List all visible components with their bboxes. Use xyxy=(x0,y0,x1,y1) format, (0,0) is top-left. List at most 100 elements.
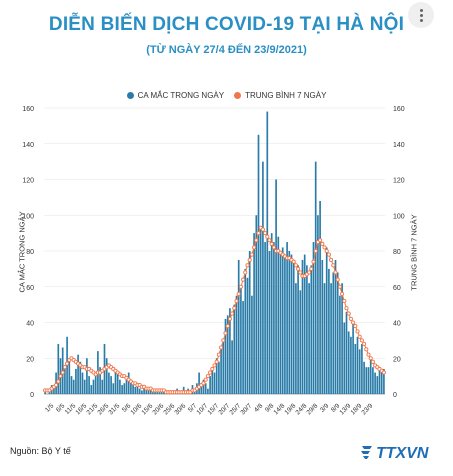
bar xyxy=(356,336,359,394)
average-point xyxy=(342,298,347,304)
bar xyxy=(372,367,374,394)
bar xyxy=(242,301,244,394)
average-point xyxy=(370,359,375,364)
bar xyxy=(145,388,148,394)
bar xyxy=(354,343,357,394)
bar xyxy=(361,343,363,394)
average-point xyxy=(219,345,224,350)
covid-chart: 0 0 20 20 40 40 60 60 80 80 100 100 120 120 140 140 160 1… xyxy=(22,106,405,416)
average-point xyxy=(58,374,63,379)
bar xyxy=(235,295,238,394)
bar xyxy=(229,308,231,394)
average-point xyxy=(230,311,235,316)
average-point xyxy=(227,316,232,321)
bar xyxy=(204,383,207,394)
bar xyxy=(266,111,269,394)
average-point xyxy=(324,248,329,254)
bar xyxy=(220,349,222,394)
bar xyxy=(77,354,79,394)
average-point xyxy=(260,227,265,232)
average-point xyxy=(351,320,356,325)
bar xyxy=(244,268,247,394)
average-point xyxy=(65,361,70,366)
y-tick-label-right: 160 xyxy=(393,106,405,113)
bar xyxy=(105,358,108,394)
bar xyxy=(147,390,150,394)
bar xyxy=(132,383,134,394)
average-point xyxy=(331,263,336,268)
bar xyxy=(163,392,165,394)
bar xyxy=(374,372,376,394)
average-point xyxy=(326,252,331,257)
bar xyxy=(292,259,295,394)
average-point xyxy=(247,257,252,262)
y-tick-label-left: 120 xyxy=(22,178,34,185)
bar xyxy=(79,361,82,394)
bar xyxy=(90,385,93,394)
bar xyxy=(279,251,282,394)
average-point xyxy=(368,356,373,361)
average-point xyxy=(252,245,257,250)
bar xyxy=(231,340,233,394)
y-tick-label-left: 100 xyxy=(22,213,34,220)
bar xyxy=(317,215,319,394)
average-point xyxy=(307,270,312,275)
average-point xyxy=(62,365,67,370)
bar xyxy=(253,233,255,394)
bar xyxy=(141,390,143,394)
average-point xyxy=(234,298,239,304)
bar xyxy=(99,367,101,394)
average-point xyxy=(56,379,61,384)
bar xyxy=(130,379,132,394)
bar xyxy=(352,322,354,394)
x-tick-label: 29/8 xyxy=(305,402,319,416)
more-vertical-icon[interactable] xyxy=(408,2,434,28)
bar xyxy=(314,161,317,394)
bar xyxy=(68,361,71,394)
bar xyxy=(306,265,308,394)
bar xyxy=(297,265,299,394)
bar xyxy=(224,318,227,394)
average-point xyxy=(320,241,325,246)
x-tick-label: 30/6 xyxy=(173,402,187,416)
ttxvn-logo: TTXVN xyxy=(361,445,429,462)
average-point xyxy=(346,311,351,316)
bar xyxy=(215,358,218,394)
average-point xyxy=(271,245,276,250)
average-point xyxy=(269,241,274,246)
bar xyxy=(325,247,328,394)
bar xyxy=(121,385,123,394)
average-point xyxy=(256,231,261,236)
bar xyxy=(284,258,286,394)
bar xyxy=(345,311,348,394)
bar xyxy=(101,379,104,394)
bar xyxy=(303,254,306,394)
bar xyxy=(347,331,350,394)
bar xyxy=(264,242,266,394)
average-point xyxy=(340,291,345,296)
bar xyxy=(114,368,117,394)
average-point xyxy=(381,370,386,375)
average-point xyxy=(296,266,301,271)
average-point xyxy=(298,270,303,275)
average-point xyxy=(232,306,237,311)
legend-swatch-line xyxy=(234,92,242,99)
bar xyxy=(281,247,284,394)
x-tick-label: 5/7 xyxy=(187,402,199,414)
bar xyxy=(218,361,220,394)
average-point xyxy=(333,270,338,275)
bar xyxy=(136,383,139,394)
y-tick-label-left: 140 xyxy=(22,142,34,149)
average-point xyxy=(221,338,226,343)
bar xyxy=(275,179,277,394)
average-point xyxy=(54,383,59,388)
bar xyxy=(108,372,110,394)
legend-item-bars: CA MẮC TRONG NGÀY xyxy=(126,91,224,100)
bar xyxy=(81,372,84,394)
y-tick-label-left: 20 xyxy=(26,356,34,363)
bar xyxy=(198,372,200,394)
y-tick-label-right: 0 xyxy=(393,392,397,399)
legend-swatch-bars xyxy=(126,92,134,99)
bar xyxy=(75,368,77,394)
bar xyxy=(332,272,335,394)
